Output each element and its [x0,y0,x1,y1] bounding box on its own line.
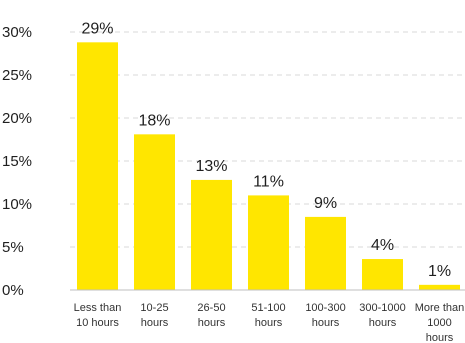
x-tick-label: Less than 10 hours [74,302,122,329]
y-tick-label: 5% [2,239,24,256]
data-label: 9% [314,195,337,212]
bar [305,216,346,290]
bar [191,179,232,290]
x-tick-label-line: 10-25 [140,302,168,314]
data-label: 13% [195,158,227,175]
y-axis-tick-labels: 0% 5% 10% 15% 20% 25% 30% [2,24,32,299]
y-tick-label: 15% [2,153,32,170]
data-label: 11% [253,173,284,190]
data-label: 1% [428,263,451,280]
y-tick-label: 0% [2,282,24,299]
x-tick-label-line: 1000 [427,317,451,329]
x-tick-label-line: 100-300 [305,302,345,314]
x-tick-label-line: More than [415,302,465,314]
data-label: 29% [81,20,113,37]
x-tick-label-line: 300-1000 [359,302,406,314]
x-tick-label: 300-1000 hours [359,302,406,329]
x-tick-label-line: 10 hours [76,317,119,329]
bar [77,42,118,290]
x-tick-label-line: hours [369,317,397,329]
x-tick-label: 26-50 hours [197,302,225,329]
bars [77,42,460,290]
x-tick-label-line: 51-100 [251,302,285,314]
data-labels: 29% 18% 13% 11% 9% 4% 1% [81,20,451,280]
y-tick-label: 30% [2,24,32,41]
x-tick-label-line: hours [255,317,283,329]
x-tick-label-line: hours [141,317,169,329]
x-tick-label: 100-300 hours [305,302,345,329]
bar [419,284,460,290]
x-tick-label: More than 1000 hours [415,302,465,343]
x-tick-label: 51-100 hours [251,302,285,329]
x-tick-label-line: hours [312,317,340,329]
y-tick-label: 20% [2,110,32,127]
bar [248,195,289,290]
x-tick-label-line: hours [426,332,454,343]
bar [362,259,403,290]
x-tick-label-line: Less than [74,302,122,314]
x-tick-label-line: 26-50 [197,302,225,314]
y-tick-label: 10% [2,196,32,213]
data-label: 4% [371,237,394,254]
bar [134,134,175,290]
x-tick-label: 10-25 hours [140,302,168,329]
data-label: 18% [138,112,170,129]
y-tick-label: 25% [2,67,32,84]
x-tick-label-line: hours [198,317,226,329]
